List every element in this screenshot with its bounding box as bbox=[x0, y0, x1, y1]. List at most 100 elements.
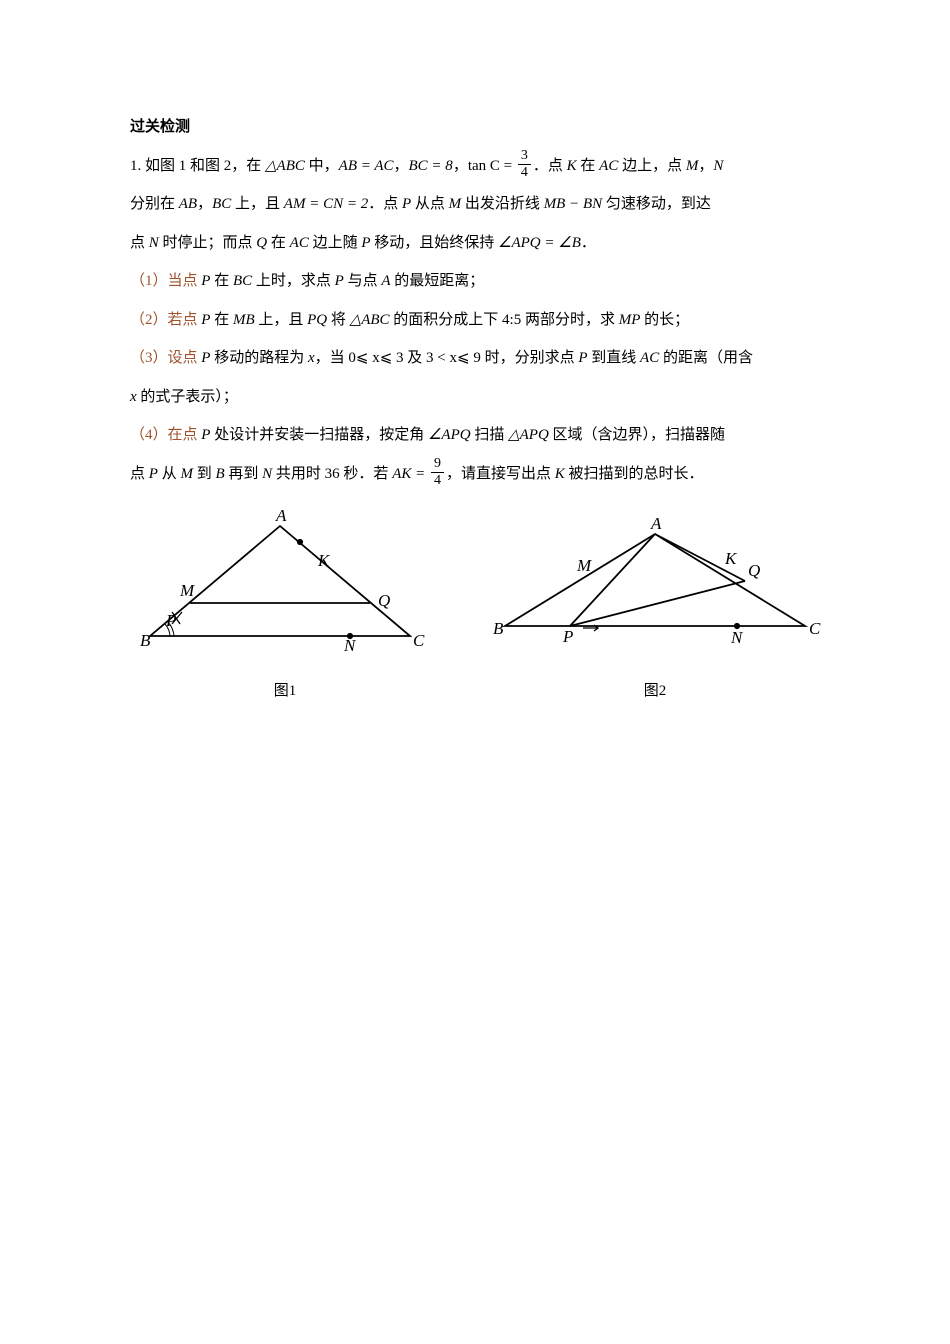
label-M: M bbox=[179, 581, 195, 600]
math: x bbox=[130, 389, 137, 405]
math: 0⩽ x⩽ 3 bbox=[348, 350, 403, 366]
text: 在 bbox=[210, 312, 233, 328]
text: ． bbox=[581, 235, 596, 251]
text: 到直线 bbox=[588, 350, 641, 366]
label-C: C bbox=[809, 619, 821, 638]
text: ， bbox=[453, 158, 468, 174]
text: ．点 bbox=[533, 158, 567, 174]
math: MP bbox=[619, 312, 641, 328]
text: 在 bbox=[210, 273, 233, 289]
text: 上时，求点 bbox=[252, 273, 335, 289]
text: 处设计并安装一扫描器，按定角 bbox=[210, 427, 428, 443]
text: 从点 bbox=[411, 196, 449, 212]
text: 两部分时，求 bbox=[521, 312, 619, 328]
math: MB − BN bbox=[544, 196, 602, 212]
math: △ABC bbox=[265, 158, 305, 174]
math: ∠APQ bbox=[428, 427, 471, 443]
text: 点 bbox=[130, 466, 149, 482]
math: 4:5 bbox=[502, 312, 521, 328]
sub-question-4: （4）在点 P 处设计并安装一扫描器，按定角 ∠APQ 扫描 △APQ 区域（含… bbox=[130, 418, 825, 453]
text: 到 bbox=[193, 466, 216, 482]
label-C: C bbox=[413, 631, 425, 650]
text: ， bbox=[197, 196, 212, 212]
text: 点 bbox=[130, 235, 149, 251]
text: 边上随 bbox=[309, 235, 362, 251]
math: AB = AC bbox=[339, 158, 394, 174]
text: 移动，且始终保持 bbox=[371, 235, 499, 251]
math: AB bbox=[179, 196, 197, 212]
text: 与点 bbox=[344, 273, 382, 289]
math: A bbox=[381, 273, 390, 289]
sub-question-2: （2）若点 P 在 MB 上，且 PQ 将 △ABC 的面积分成上下 4:5 两… bbox=[130, 303, 825, 338]
text: 中， bbox=[305, 158, 339, 174]
math: B bbox=[215, 466, 224, 482]
math: AC bbox=[290, 235, 309, 251]
math: BC = 8 bbox=[409, 158, 453, 174]
sub-question-5: 点 P 从 M 到 B 再到 N 共用时 36 秒．若 AK = 94，请直接写… bbox=[130, 457, 825, 492]
math: Q bbox=[256, 235, 267, 251]
math: K bbox=[567, 158, 577, 174]
math: P bbox=[149, 466, 158, 482]
label-N: N bbox=[730, 628, 744, 647]
text: 扫描 bbox=[471, 427, 509, 443]
text: 在 bbox=[577, 158, 600, 174]
page-content: 过关检测 1. 如图 1 和图 2，在 △ABC 中，AB = AC，BC = … bbox=[0, 0, 950, 748]
section-heading: 过关检测 bbox=[130, 110, 825, 145]
sub-question-3: （3）设点 P 移动的路程为 x，当 0⩽ x⩽ 3 及 3 < x⩽ 9 时，… bbox=[130, 341, 825, 376]
text: ，当 bbox=[315, 350, 349, 366]
label-B: B bbox=[493, 619, 504, 638]
math: x bbox=[308, 350, 315, 366]
math: △APQ bbox=[508, 427, 549, 443]
label-Q: Q bbox=[748, 561, 760, 580]
label-M: M bbox=[576, 556, 592, 575]
text: 上，且 bbox=[231, 196, 284, 212]
math: M bbox=[686, 158, 699, 174]
sub-question-1: （1）当点 P 在 BC 上时，求点 P 与点 A 的最短距离； bbox=[130, 264, 825, 299]
math: BC bbox=[233, 273, 252, 289]
text: 出发沿折线 bbox=[461, 196, 544, 212]
text: （2）若点 bbox=[130, 312, 201, 328]
figure-1: A B C M P K Q N 图1 bbox=[130, 506, 440, 708]
text: 将 bbox=[327, 312, 350, 328]
numerator: 3 bbox=[518, 148, 531, 164]
label-A: A bbox=[275, 506, 287, 525]
denominator: 4 bbox=[518, 165, 531, 180]
text: 的最短距离； bbox=[391, 273, 485, 289]
math: △ABC bbox=[350, 312, 390, 328]
text: 时，分别求点 bbox=[481, 350, 579, 366]
fraction: 34 bbox=[518, 148, 531, 180]
text: 上，且 bbox=[255, 312, 308, 328]
problem-line-1: 1. 如图 1 和图 2，在 △ABC 中，AB = AC，BC = 8，tan… bbox=[130, 149, 825, 184]
text: 时停止；而点 bbox=[159, 235, 257, 251]
label-B: B bbox=[140, 631, 151, 650]
text: 的面积分成上下 bbox=[390, 312, 503, 328]
text: 被扫描到的总时长． bbox=[565, 466, 704, 482]
text: ， bbox=[698, 158, 713, 174]
text: 从 bbox=[158, 466, 181, 482]
math: N bbox=[713, 158, 723, 174]
text: 的长； bbox=[640, 312, 689, 328]
figures-row: A B C M P K Q N 图1 bbox=[130, 506, 825, 708]
math: AC bbox=[599, 158, 618, 174]
figure-1-svg: A B C M P K Q N bbox=[130, 506, 440, 656]
text: 及 bbox=[404, 350, 427, 366]
math: ∠APQ = ∠B bbox=[498, 235, 581, 251]
math: PQ bbox=[307, 312, 327, 328]
figure-2-caption: 图2 bbox=[485, 674, 825, 709]
text: （1）当点 bbox=[130, 273, 201, 289]
label-A: A bbox=[650, 516, 662, 533]
text: 移动的路程为 bbox=[210, 350, 308, 366]
text: 的式子表示）； bbox=[137, 389, 238, 405]
math: P bbox=[361, 235, 370, 251]
fraction: 94 bbox=[431, 456, 444, 488]
math: K bbox=[555, 466, 565, 482]
text: 边上，点 bbox=[618, 158, 686, 174]
problem-line-3: 点 N 时停止；而点 Q 在 AC 边上随 P 移动，且始终保持 ∠APQ = … bbox=[130, 226, 825, 261]
math: MB bbox=[233, 312, 255, 328]
math: P bbox=[335, 273, 344, 289]
numerator: 9 bbox=[431, 456, 444, 472]
label-P: P bbox=[165, 611, 176, 630]
sub-question-3b: x 的式子表示）； bbox=[130, 380, 825, 415]
math: AC bbox=[640, 350, 659, 366]
math: AK = bbox=[392, 466, 425, 482]
